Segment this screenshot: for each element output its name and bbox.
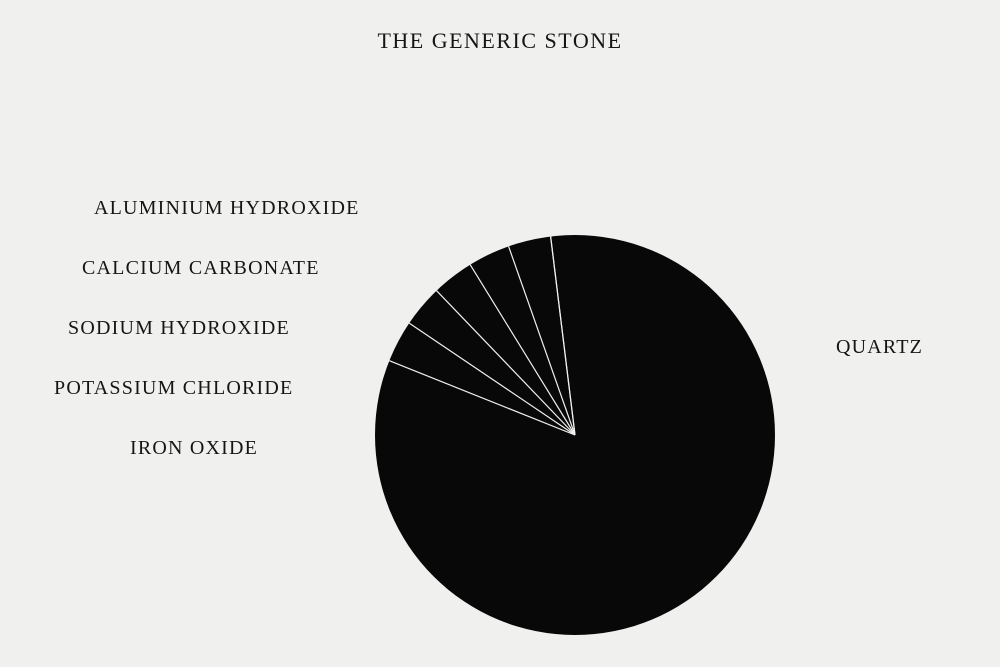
slice-label: ALUMINIUM HYDROXIDE <box>94 197 360 220</box>
slice-label: CALCIUM CARBONATE <box>82 257 320 280</box>
chart-title: THE GENERIC STONE <box>0 28 1000 54</box>
slice-label: SODIUM HYDROXIDE <box>68 317 290 340</box>
chart-canvas: THE GENERIC STONE QUARTZ ALUMINIUM HYDROX… <box>0 0 1000 667</box>
slice-label: QUARTZ <box>836 336 923 359</box>
slice-label: POTASSIUM CHLORIDE <box>54 377 293 400</box>
slice-label: IRON OXIDE <box>130 437 258 460</box>
pie-chart <box>375 235 775 635</box>
